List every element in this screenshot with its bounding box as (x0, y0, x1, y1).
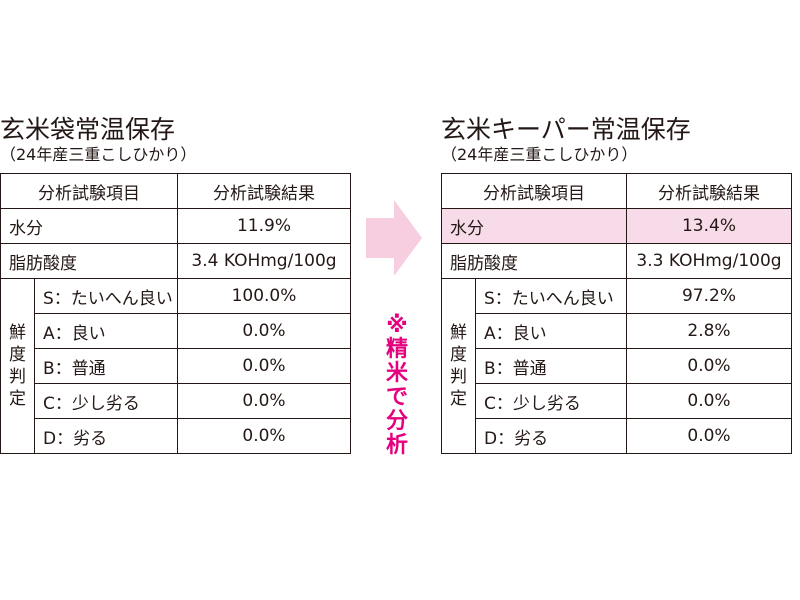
table-header-row: 分析試験項目 分析試験結果 (441, 173, 792, 209)
table-row: C：少し劣る 0.0% (442, 383, 792, 419)
fat-acidity-value: 3.3 KOHmg/100g (626, 243, 792, 279)
polished-rice-note: ※ 精 米 で 分 析 (385, 313, 408, 458)
table-header-row: 分析試験項目 分析試験結果 (0, 173, 351, 209)
table-row: 脂肪酸度 3.3 KOHmg/100g (441, 243, 792, 279)
right-panel: 玄米キーパー常温保存 （24年産三重こしひかり） 分析試験項目 分析試験結果 水… (441, 115, 792, 454)
moisture-label: 水分 (0, 208, 178, 244)
header-result: 分析試験結果 (626, 173, 792, 209)
table-row: 脂肪酸度 3.4 KOHmg/100g (0, 243, 351, 279)
grade-label: B：普通 (34, 348, 178, 384)
freshness-judgment-label: 鮮 度 判 定 (441, 278, 476, 454)
grade-value: 0.0% (626, 383, 792, 419)
header-item: 分析試験項目 (0, 173, 178, 209)
left-subtitle: （24年産三重こしひかり） (0, 145, 197, 164)
grade-value: 100.0% (177, 278, 351, 314)
left-title: 玄米袋常温保存 (0, 115, 176, 144)
grade-value: 0.0% (177, 313, 351, 349)
fat-acidity-label: 脂肪酸度 (0, 243, 178, 279)
left-panel: 玄米袋常温保存 （24年産三重こしひかり） 分析試験項目 分析試験結果 水分 1… (0, 115, 351, 454)
right-title: 玄米キーパー常温保存 (441, 115, 691, 144)
grade-value: 0.0% (626, 348, 792, 384)
table-row: A：良い 0.0% (1, 313, 351, 349)
grade-label: B：普通 (475, 348, 627, 384)
grade-label: C：少し劣る (34, 383, 178, 419)
right-subtitle: （24年産三重こしひかり） (441, 145, 638, 164)
table-row: C：少し劣る 0.0% (1, 383, 351, 419)
grade-label: D：劣る (34, 418, 178, 454)
freshness-judgment-label: 鮮 度 判 定 (0, 278, 35, 454)
table-row: 鮮 度 判 定 S：たいへん良い 97.2% (441, 278, 792, 454)
grade-label: C：少し劣る (475, 383, 627, 419)
right-analysis-table: 分析試験項目 分析試験結果 水分 13.4% 脂肪酸度 3.3 KOHmg/10… (441, 173, 792, 454)
right-arrow-icon (366, 200, 422, 276)
table-row: B：普通 0.0% (1, 348, 351, 384)
grade-value: 97.2% (626, 278, 792, 314)
grade-value: 0.0% (177, 383, 351, 419)
table-row: B：普通 0.0% (442, 348, 792, 384)
table-row: D：劣る 0.0% (1, 418, 351, 454)
table-row: A：良い 2.8% (442, 313, 792, 349)
table-row: 水分 13.4% (441, 208, 792, 244)
header-result: 分析試験結果 (177, 173, 351, 209)
grade-value: 0.0% (626, 418, 792, 454)
table-row: 鮮 度 判 定 S：たいへん良い 100.0% (0, 278, 351, 454)
header-item: 分析試験項目 (441, 173, 627, 209)
moisture-value: 11.9% (177, 208, 351, 244)
table-row: D：劣る 0.0% (442, 418, 792, 454)
moisture-label: 水分 (441, 208, 627, 244)
grade-label: D：劣る (475, 418, 627, 454)
moisture-value: 13.4% (626, 208, 792, 244)
grade-value: 0.0% (177, 348, 351, 384)
left-analysis-table: 分析試験項目 分析試験結果 水分 11.9% 脂肪酸度 3.4 KOHmg/10… (0, 173, 351, 454)
fat-acidity-label: 脂肪酸度 (441, 243, 627, 279)
grade-value: 2.8% (626, 313, 792, 349)
grade-label: S：たいへん良い (475, 278, 627, 314)
grade-label: A：良い (34, 313, 178, 349)
grade-label: A：良い (475, 313, 627, 349)
grade-value: 0.0% (177, 418, 351, 454)
table-row: 水分 11.9% (0, 208, 351, 244)
grade-label: S：たいへん良い (34, 278, 178, 314)
fat-acidity-value: 3.4 KOHmg/100g (177, 243, 351, 279)
